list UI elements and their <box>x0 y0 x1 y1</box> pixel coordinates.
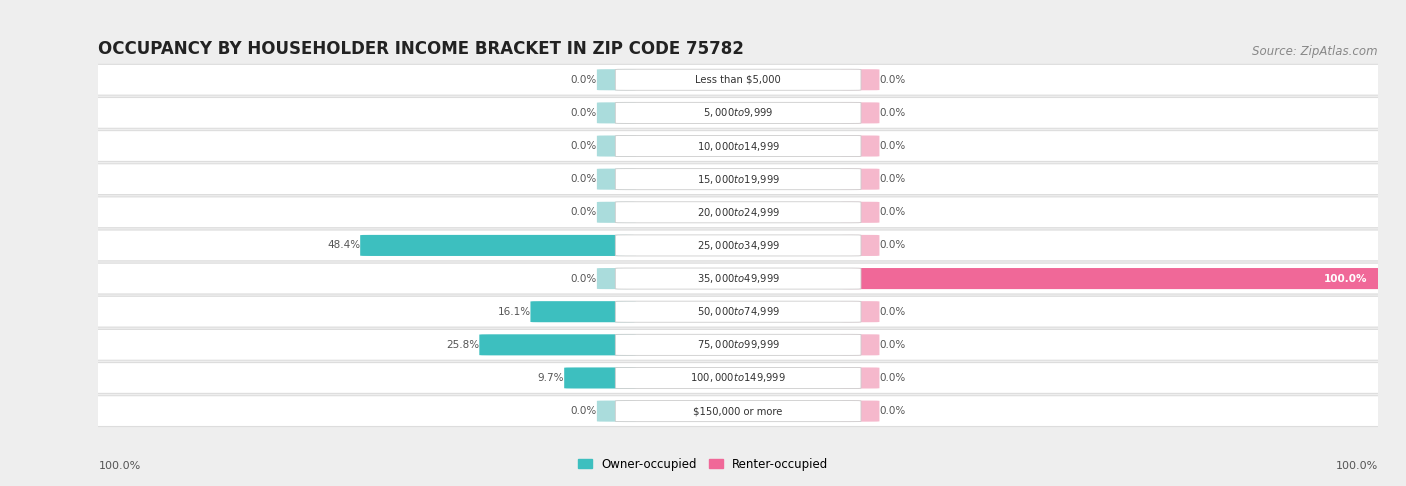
Text: 0.0%: 0.0% <box>879 241 905 250</box>
Text: 100.0%: 100.0% <box>1336 461 1378 471</box>
FancyBboxPatch shape <box>479 334 636 355</box>
Text: 25.8%: 25.8% <box>446 340 479 350</box>
Text: 16.1%: 16.1% <box>498 307 530 317</box>
FancyBboxPatch shape <box>616 169 860 190</box>
FancyBboxPatch shape <box>598 400 636 422</box>
Text: 0.0%: 0.0% <box>571 174 598 184</box>
FancyBboxPatch shape <box>841 268 1388 289</box>
FancyBboxPatch shape <box>616 235 860 256</box>
Legend: Owner-occupied, Renter-occupied: Owner-occupied, Renter-occupied <box>572 453 834 475</box>
Text: 0.0%: 0.0% <box>879 108 905 118</box>
Text: 0.0%: 0.0% <box>879 208 905 217</box>
FancyBboxPatch shape <box>616 400 860 422</box>
FancyBboxPatch shape <box>360 235 636 256</box>
FancyBboxPatch shape <box>91 131 1385 161</box>
Text: 0.0%: 0.0% <box>879 373 905 383</box>
FancyBboxPatch shape <box>598 136 636 156</box>
FancyBboxPatch shape <box>841 202 879 223</box>
FancyBboxPatch shape <box>841 69 879 90</box>
FancyBboxPatch shape <box>841 400 879 422</box>
FancyBboxPatch shape <box>841 301 879 322</box>
FancyBboxPatch shape <box>841 136 879 156</box>
FancyBboxPatch shape <box>91 164 1385 194</box>
FancyBboxPatch shape <box>564 367 636 388</box>
FancyBboxPatch shape <box>616 301 860 322</box>
FancyBboxPatch shape <box>598 69 636 90</box>
Text: 0.0%: 0.0% <box>571 274 598 283</box>
Text: $5,000 to $9,999: $5,000 to $9,999 <box>703 106 773 120</box>
Text: $20,000 to $24,999: $20,000 to $24,999 <box>696 206 780 219</box>
Text: $25,000 to $34,999: $25,000 to $34,999 <box>696 239 780 252</box>
FancyBboxPatch shape <box>841 103 879 123</box>
Text: 0.0%: 0.0% <box>571 208 598 217</box>
FancyBboxPatch shape <box>530 301 636 322</box>
Text: 100.0%: 100.0% <box>98 461 141 471</box>
Text: Source: ZipAtlas.com: Source: ZipAtlas.com <box>1253 45 1378 58</box>
FancyBboxPatch shape <box>841 169 879 190</box>
FancyBboxPatch shape <box>91 396 1385 427</box>
Text: 0.0%: 0.0% <box>571 406 598 416</box>
Text: 0.0%: 0.0% <box>879 340 905 350</box>
FancyBboxPatch shape <box>616 367 860 388</box>
Text: 0.0%: 0.0% <box>879 141 905 151</box>
Text: 100.0%: 100.0% <box>1324 274 1368 283</box>
Text: $15,000 to $19,999: $15,000 to $19,999 <box>696 173 780 186</box>
Text: 0.0%: 0.0% <box>879 307 905 317</box>
Text: 0.0%: 0.0% <box>879 75 905 85</box>
FancyBboxPatch shape <box>91 197 1385 228</box>
FancyBboxPatch shape <box>91 64 1385 95</box>
FancyBboxPatch shape <box>616 334 860 355</box>
FancyBboxPatch shape <box>616 103 860 123</box>
Text: 48.4%: 48.4% <box>328 241 360 250</box>
FancyBboxPatch shape <box>91 363 1385 393</box>
FancyBboxPatch shape <box>598 103 636 123</box>
FancyBboxPatch shape <box>598 169 636 190</box>
FancyBboxPatch shape <box>841 367 879 388</box>
Text: 0.0%: 0.0% <box>879 406 905 416</box>
Text: 0.0%: 0.0% <box>571 75 598 85</box>
Text: $35,000 to $49,999: $35,000 to $49,999 <box>696 272 780 285</box>
Text: 9.7%: 9.7% <box>537 373 564 383</box>
Text: $150,000 or more: $150,000 or more <box>693 406 783 416</box>
FancyBboxPatch shape <box>598 268 636 289</box>
Text: 0.0%: 0.0% <box>571 141 598 151</box>
FancyBboxPatch shape <box>616 69 860 90</box>
Text: $75,000 to $99,999: $75,000 to $99,999 <box>696 338 780 351</box>
FancyBboxPatch shape <box>91 263 1385 294</box>
Text: $10,000 to $14,999: $10,000 to $14,999 <box>696 139 780 153</box>
Text: 0.0%: 0.0% <box>879 174 905 184</box>
FancyBboxPatch shape <box>841 235 879 256</box>
FancyBboxPatch shape <box>841 334 879 355</box>
Text: 0.0%: 0.0% <box>571 108 598 118</box>
FancyBboxPatch shape <box>91 296 1385 327</box>
FancyBboxPatch shape <box>616 136 860 156</box>
Text: OCCUPANCY BY HOUSEHOLDER INCOME BRACKET IN ZIP CODE 75782: OCCUPANCY BY HOUSEHOLDER INCOME BRACKET … <box>98 40 744 58</box>
Text: $100,000 to $149,999: $100,000 to $149,999 <box>690 371 786 384</box>
FancyBboxPatch shape <box>616 268 860 289</box>
FancyBboxPatch shape <box>91 330 1385 360</box>
FancyBboxPatch shape <box>91 98 1385 128</box>
FancyBboxPatch shape <box>616 202 860 223</box>
FancyBboxPatch shape <box>598 202 636 223</box>
FancyBboxPatch shape <box>91 230 1385 261</box>
Text: $50,000 to $74,999: $50,000 to $74,999 <box>696 305 780 318</box>
Text: Less than $5,000: Less than $5,000 <box>696 75 780 85</box>
